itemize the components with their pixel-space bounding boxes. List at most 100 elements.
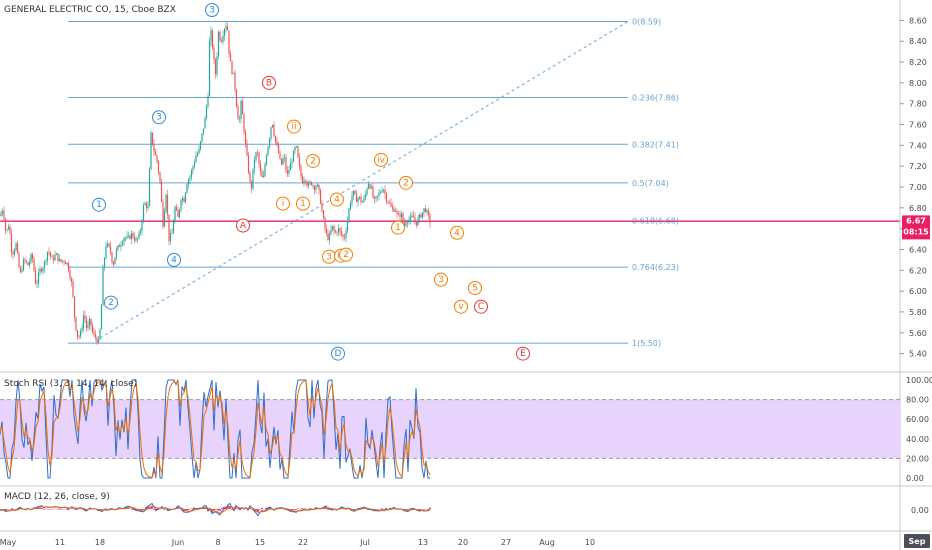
candle-body — [181, 198, 184, 201]
wave-label-circle — [287, 119, 301, 134]
wave-label[interactable]: B — [262, 75, 276, 90]
fib-level-label: 0.5(7.04) — [632, 179, 669, 188]
wave-label[interactable]: 1 — [296, 196, 310, 211]
time-tick-label: 20 — [458, 538, 468, 547]
candle-body — [363, 197, 365, 202]
macd-hist-bar — [291, 509, 293, 511]
candle-body — [214, 59, 217, 75]
candle-body — [145, 203, 148, 209]
candle-body — [282, 158, 284, 165]
macd-hist-bar — [295, 509, 297, 510]
candle-body — [415, 221, 418, 226]
candle-body — [136, 237, 139, 240]
wave-label[interactable]: 3 — [322, 249, 336, 264]
candle-body — [327, 233, 329, 240]
wave-label[interactable]: 4 — [167, 252, 181, 267]
wave-label[interactable]: 4 — [450, 225, 464, 240]
candle-body — [103, 257, 106, 268]
macd-hist-bar — [429, 507, 431, 509]
wave-label-text: E — [520, 349, 526, 359]
macd-hist-bar — [227, 505, 229, 509]
macd-hist-bar — [419, 509, 421, 510]
wave-label[interactable]: 2 — [339, 247, 353, 262]
candle-body — [426, 210, 428, 213]
macd-hist-bar — [151, 506, 153, 509]
time-cursor-badge — [904, 534, 930, 548]
wave-label[interactable]: iv — [374, 152, 388, 167]
price-axis[interactable]: 8.60 8.40 8.20 8.00 7.80 7.60 7.40 7.20 7.00 6.80… — [900, 16, 927, 359]
candle-body — [102, 267, 104, 306]
stoch-tick-label: 0.00 — [906, 474, 924, 483]
candle-body — [142, 205, 145, 221]
wave-label[interactable]: v — [454, 299, 468, 314]
candle-body — [367, 184, 370, 189]
wave-label-circle — [331, 346, 345, 361]
macd-hist-bar — [235, 507, 237, 509]
wave-label[interactable]: 1 — [92, 197, 106, 212]
candle-body — [157, 161, 160, 173]
time-cursor-label: Sep — [909, 537, 926, 546]
wave-label[interactable]: 3 — [434, 272, 448, 287]
candle-body — [250, 181, 253, 189]
wave-label-circle — [92, 197, 106, 212]
trend-line[interactable] — [99, 20, 629, 339]
candle-body — [307, 183, 310, 186]
fib-retracement[interactable]: 0(8.59) 0.236(7.86) 0.382(7.41) 0.5(7.04) 0.… — [0, 17, 900, 348]
candle-body — [84, 315, 86, 319]
macd-hist-bar — [257, 509, 259, 513]
candle-body — [115, 249, 118, 258]
wave-label-text: 2 — [108, 298, 114, 308]
candle-body — [409, 216, 412, 220]
candle-body — [429, 214, 431, 223]
wave-label[interactable]: E — [516, 346, 530, 361]
price-tick-label: 8.60 — [909, 16, 927, 25]
candle-body — [235, 89, 238, 107]
candle-body — [420, 214, 422, 218]
wave-label[interactable]: 1 — [391, 220, 405, 235]
candle-body — [118, 245, 121, 247]
wave-label-text: 1 — [395, 223, 401, 233]
price-tick-label: 6.00 — [909, 287, 927, 296]
price-candles[interactable] — [0, 21, 431, 345]
price-tick-label: 5.80 — [909, 308, 927, 317]
wave-label[interactable]: 2 — [104, 295, 118, 310]
candle-body — [174, 207, 176, 223]
candle-body — [226, 26, 229, 31]
wave-label[interactable]: 2 — [399, 175, 413, 190]
wave-label[interactable]: 2 — [306, 153, 320, 168]
candle-body — [223, 29, 226, 37]
macd-hist-bar — [105, 508, 107, 509]
time-axis[interactable]: May 11 18 Jun 8 15 22 Jul 13 20 27 Aug 10 — [0, 538, 595, 547]
wave-label[interactable]: 3 — [205, 3, 219, 17]
wave-label-circle — [339, 247, 353, 262]
candle-body — [144, 203, 146, 206]
wave-label-text: 2 — [403, 178, 409, 188]
wave-label[interactable]: ii — [287, 119, 301, 134]
price-tick-label: 8.00 — [909, 79, 927, 88]
wave-label[interactable]: A — [236, 218, 250, 233]
wave-label[interactable]: C — [474, 299, 488, 314]
wave-label[interactable]: 3 — [152, 110, 166, 125]
wave-label[interactable]: 5 — [468, 280, 482, 295]
wave-label[interactable]: D — [331, 346, 345, 361]
candle-body — [93, 332, 95, 335]
elliott-wave-labels[interactable]: 3B3ii2iv241i1A1443iii2352vCDE — [92, 3, 530, 361]
stoch-tick-label: 100.00 — [906, 376, 932, 385]
candle-body — [64, 261, 67, 265]
candle-body — [195, 156, 197, 163]
macd-hist-bar — [315, 507, 317, 509]
time-tick-label: 11 — [55, 538, 65, 547]
candle-body — [156, 155, 158, 162]
wave-label-circle — [474, 299, 488, 314]
last-price-value: 6.67 — [906, 216, 926, 225]
candle-body — [261, 171, 263, 178]
candle-body — [42, 268, 44, 272]
wave-label-circle — [152, 110, 166, 125]
macd-hist-bar — [185, 509, 187, 511]
wave-label[interactable]: i — [276, 196, 290, 211]
wave-label[interactable]: 4 — [330, 192, 344, 207]
candle-body — [225, 26, 227, 30]
wave-label-text: 3 — [438, 275, 444, 285]
